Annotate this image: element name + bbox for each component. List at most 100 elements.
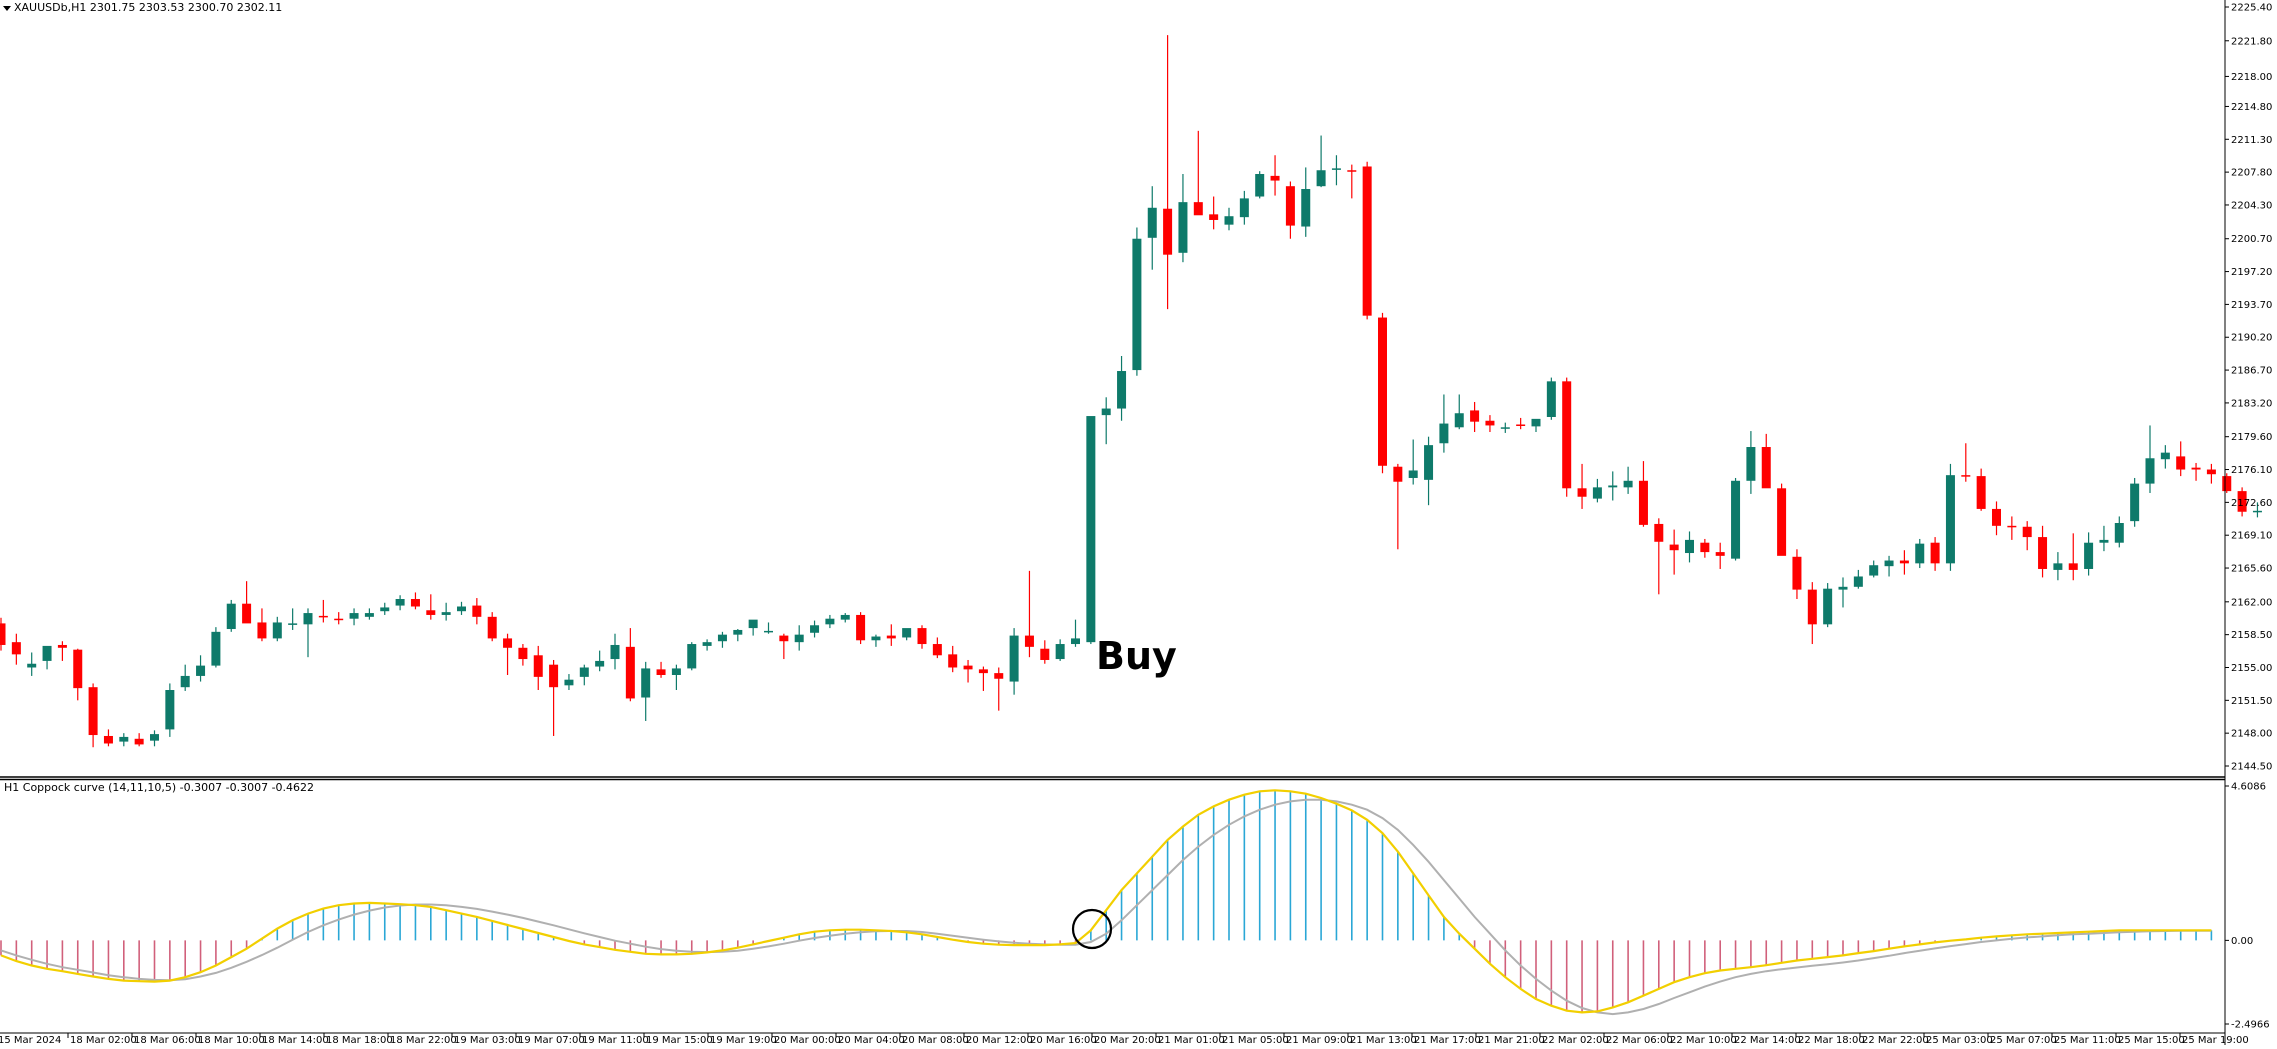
candle-body bbox=[165, 690, 175, 730]
candle bbox=[211, 627, 221, 668]
price-tick-label: 2144.50 bbox=[2231, 762, 2272, 773]
candle bbox=[2053, 552, 2063, 581]
indicator-axis: 4.6086 0.00 -2.4966 bbox=[2225, 782, 2270, 1031]
candle bbox=[1685, 531, 1694, 563]
candle-body bbox=[1731, 480, 1741, 559]
time-tick-label: 20 Mar 00:00 bbox=[774, 1035, 841, 1045]
candle bbox=[57, 641, 67, 661]
candle-body bbox=[1976, 476, 1986, 509]
time-tick-label: 22 Mar 10:00 bbox=[1670, 1035, 1737, 1045]
candle-body bbox=[886, 635, 896, 639]
candle-body bbox=[211, 631, 221, 666]
candle-body bbox=[2007, 525, 2017, 528]
candle bbox=[625, 628, 635, 702]
candle bbox=[902, 628, 912, 641]
candle-body bbox=[825, 618, 835, 625]
price-tick-label: 2204.30 bbox=[2231, 200, 2272, 211]
candle bbox=[1500, 422, 1510, 433]
time-tick-label: 19 Mar 15:00 bbox=[646, 1035, 713, 1045]
candle-body bbox=[810, 625, 820, 633]
time-tick-label: 18 Mar 02:00 bbox=[70, 1035, 137, 1045]
candle-body bbox=[426, 610, 436, 615]
candle-body bbox=[1638, 480, 1648, 525]
candle-body bbox=[410, 599, 420, 607]
time-tick-label: 21 Mar 01:00 bbox=[1158, 1035, 1225, 1045]
candle bbox=[257, 608, 267, 642]
candle bbox=[1746, 431, 1756, 494]
candle-body bbox=[303, 613, 313, 625]
time-tick-label: 18 Mar 10:00 bbox=[198, 1035, 265, 1045]
candle bbox=[441, 602, 451, 621]
candle-body bbox=[1362, 166, 1372, 316]
time-tick-label: 21 Mar 21:00 bbox=[1478, 1035, 1545, 1045]
candle bbox=[1270, 155, 1280, 196]
candle bbox=[1193, 130, 1203, 216]
candle bbox=[1316, 135, 1326, 188]
symbol-header: XAUUSDb,H1 2301.75 2303.53 2300.70 2302.… bbox=[14, 1, 282, 14]
candle bbox=[1178, 173, 1188, 263]
candle-body bbox=[1899, 560, 1909, 564]
candle bbox=[1731, 477, 1741, 561]
candle-body bbox=[1915, 543, 1925, 564]
candle bbox=[1331, 155, 1341, 186]
candle-body bbox=[1331, 168, 1341, 170]
candle bbox=[810, 620, 820, 638]
candle bbox=[1378, 312, 1387, 474]
candle bbox=[994, 667, 1004, 711]
candle bbox=[11, 633, 21, 665]
candle-body bbox=[1500, 427, 1510, 429]
collapse-triangle-icon[interactable] bbox=[3, 6, 11, 11]
candle bbox=[2022, 521, 2032, 551]
candle bbox=[119, 733, 129, 747]
candle bbox=[2252, 502, 2262, 518]
time-tick-label: 25 Mar 03:00 bbox=[1926, 1035, 1993, 1045]
candle bbox=[1040, 640, 1050, 664]
time-tick-label: 20 Mar 16:00 bbox=[1030, 1035, 1097, 1045]
candle-body bbox=[42, 645, 52, 661]
candle-body bbox=[610, 644, 620, 660]
candle-body bbox=[579, 667, 589, 677]
candle-body bbox=[1777, 488, 1787, 556]
candle bbox=[242, 581, 252, 624]
candle-body bbox=[533, 655, 543, 677]
candle bbox=[533, 645, 543, 691]
candle-body bbox=[272, 622, 282, 639]
candle bbox=[886, 624, 896, 646]
candle-body bbox=[11, 642, 21, 655]
candle bbox=[2068, 533, 2078, 581]
crossover-circle-marker bbox=[1071, 908, 1113, 950]
candle-body bbox=[503, 638, 513, 648]
candle bbox=[1408, 439, 1418, 485]
candle-body bbox=[1715, 552, 1725, 556]
candle bbox=[503, 633, 513, 675]
signal-line bbox=[0, 789, 2212, 1014]
price-tick-label: 2186.70 bbox=[2231, 366, 2272, 377]
candle bbox=[871, 634, 881, 647]
time-tick-label: 21 Mar 17:00 bbox=[1414, 1035, 1481, 1045]
candle bbox=[717, 631, 727, 648]
candle-body bbox=[1838, 586, 1848, 590]
candle-body bbox=[226, 603, 236, 630]
candle-body bbox=[1516, 424, 1526, 426]
candle-body bbox=[1546, 381, 1556, 417]
candle bbox=[794, 625, 804, 651]
candle bbox=[1485, 415, 1495, 433]
candle bbox=[1132, 227, 1142, 376]
price-tick-label: 2148.00 bbox=[2231, 729, 2272, 740]
candle-body bbox=[88, 687, 98, 736]
candle-body bbox=[1884, 560, 1894, 567]
candle-body bbox=[963, 665, 973, 670]
candle-body bbox=[1009, 635, 1019, 682]
candle-body bbox=[2237, 491, 2247, 512]
candle-body bbox=[1792, 556, 1802, 590]
candle-body bbox=[1239, 198, 1249, 218]
candle-body bbox=[1086, 416, 1096, 643]
candle bbox=[1838, 577, 1848, 608]
price-candles bbox=[0, 35, 2262, 748]
candle-body bbox=[978, 669, 988, 674]
candle-body bbox=[472, 605, 482, 617]
candle bbox=[1654, 518, 1664, 595]
